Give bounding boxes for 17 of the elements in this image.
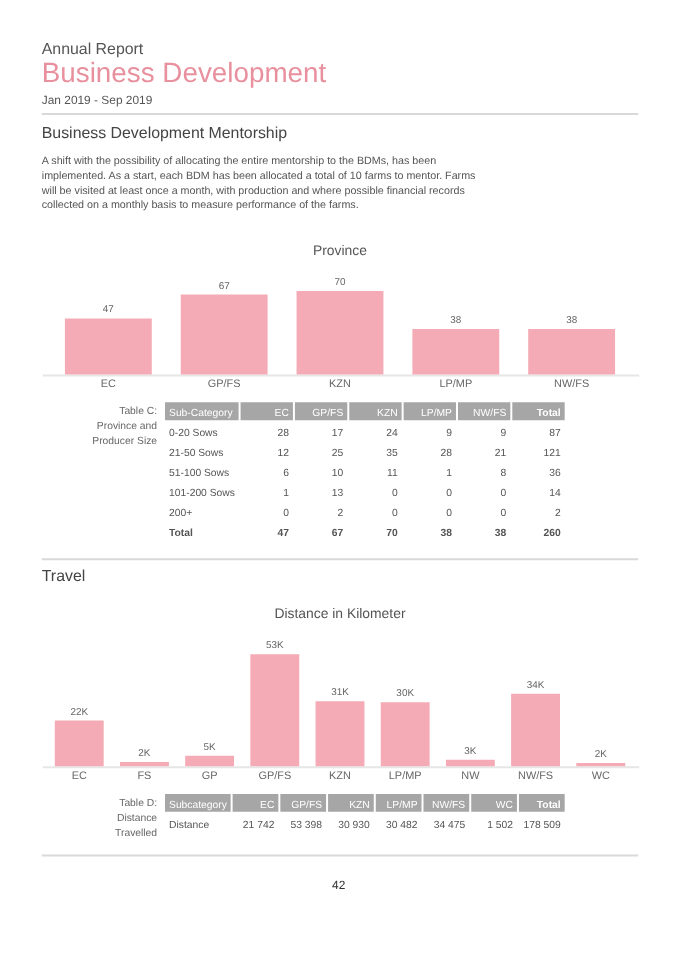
text: Business Development Mentorship xyxy=(41,123,289,142)
bar xyxy=(64,318,152,375)
bar xyxy=(528,329,616,375)
bar xyxy=(296,290,384,375)
bar xyxy=(380,702,430,767)
bar xyxy=(250,654,300,767)
bar xyxy=(54,720,104,767)
bar xyxy=(511,693,561,767)
text: Business Development xyxy=(41,56,327,89)
bar xyxy=(315,701,365,767)
bar xyxy=(445,759,495,767)
bar xyxy=(180,294,268,375)
text: Travel xyxy=(41,567,86,586)
text: Annual Report xyxy=(41,40,145,59)
bar xyxy=(119,761,169,767)
bar xyxy=(412,329,500,375)
bar xyxy=(185,755,235,767)
